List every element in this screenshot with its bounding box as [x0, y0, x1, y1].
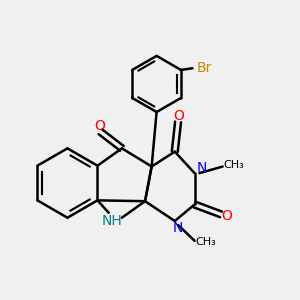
- Text: Br: Br: [196, 61, 212, 75]
- Text: N: N: [197, 161, 207, 175]
- Text: NH: NH: [102, 214, 122, 228]
- Text: O: O: [221, 209, 232, 223]
- Text: O: O: [94, 119, 105, 133]
- Text: CH₃: CH₃: [224, 160, 244, 170]
- Text: CH₃: CH₃: [196, 238, 217, 248]
- Text: N: N: [173, 220, 183, 235]
- Text: O: O: [173, 109, 184, 123]
